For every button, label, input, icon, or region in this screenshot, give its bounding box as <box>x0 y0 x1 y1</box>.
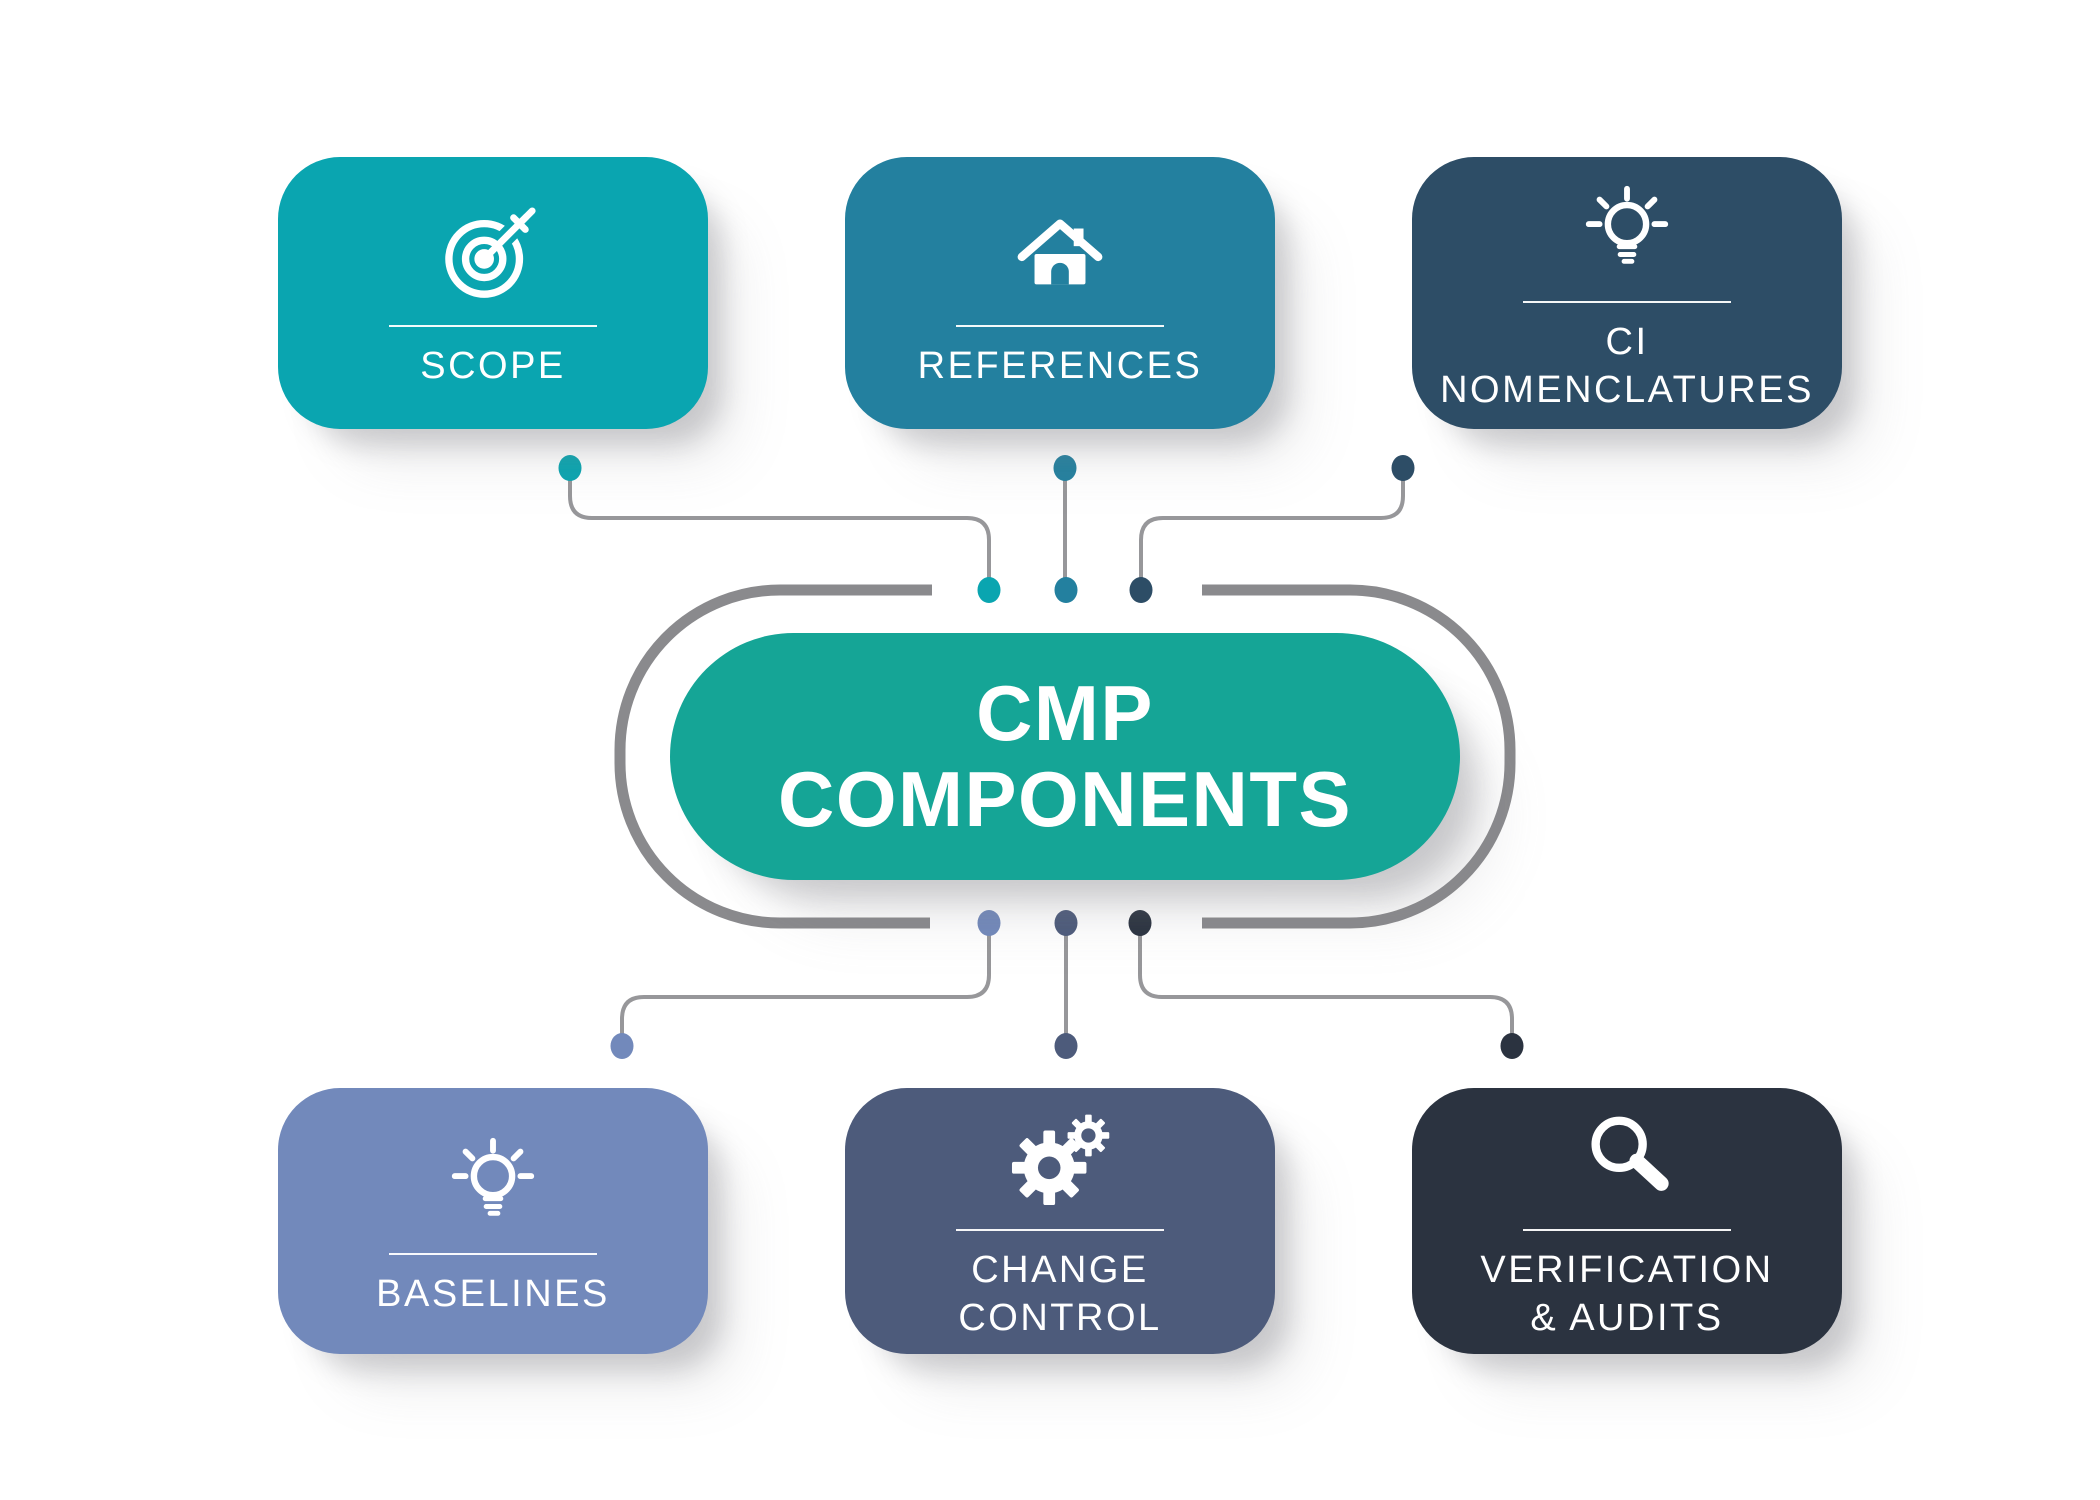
dot-ci-box <box>1391 455 1415 481</box>
dot-ring-top-ci <box>1129 577 1153 603</box>
connector-dots <box>558 455 1524 1059</box>
divider <box>389 1253 597 1256</box>
connector-line-baselines <box>620 933 991 1036</box>
dot-ring-bottom-verification <box>1128 910 1152 936</box>
references-icon-wrap <box>1006 195 1114 313</box>
node-label-line1: CHANGE <box>971 1249 1149 1292</box>
node-label-line1: VERIFICATION <box>1480 1249 1774 1292</box>
ci-icon-wrap <box>1573 171 1681 289</box>
node-label-baselines: BASELINES <box>376 1273 610 1316</box>
node-ci-nomenclatures: CI NOMENCLATURES <box>1412 157 1842 429</box>
node-label-line1: CI <box>1605 321 1649 364</box>
change-control-icon-wrap <box>1006 1099 1114 1217</box>
magnifying-glass-icon <box>1591 1116 1669 1191</box>
hub-ring <box>614 584 1516 929</box>
dot-ring-bottom-change <box>1054 910 1078 936</box>
baselines-icon-wrap <box>439 1123 547 1241</box>
node-verification-audits: VERIFICATION & AUDITS <box>1412 1088 1842 1354</box>
dot-verification-box <box>1500 1033 1524 1059</box>
node-label-verification-audits: VERIFICATION & AUDITS <box>1480 1247 1773 1343</box>
gears-icon <box>1011 1114 1110 1206</box>
dot-references-box <box>1053 455 1077 481</box>
divider <box>1523 301 1731 304</box>
node-label-line2: NOMENCLATURES <box>1440 369 1814 411</box>
connector-line-scope <box>568 478 991 580</box>
dot-ring-top-references <box>1054 577 1078 603</box>
node-label-line2: & AUDITS <box>1530 1297 1724 1339</box>
node-label-change-control: CHANGE CONTROL <box>958 1247 1161 1343</box>
connector-line-ci-nomenclatures <box>1139 478 1405 580</box>
divider <box>956 325 1164 328</box>
dot-ring-top-scope <box>977 577 1001 603</box>
dot-ring-bottom-baselines <box>977 910 1001 936</box>
verification-icon-wrap <box>1573 1099 1681 1217</box>
node-label-scope: SCOPE <box>420 345 566 388</box>
hub-ring-right <box>1202 584 1516 929</box>
divider <box>389 325 597 328</box>
node-label-references: REFERENCES <box>917 345 1203 388</box>
divider <box>1523 1229 1731 1232</box>
dot-change-box <box>1054 1033 1078 1059</box>
home-icon <box>1017 219 1103 285</box>
hub-title-line2: COMPONENTS <box>777 754 1353 843</box>
hub-ring-left <box>614 584 932 929</box>
connector-line-verification-audits <box>1138 933 1514 1036</box>
node-change-control: CHANGE CONTROL <box>845 1088 1275 1354</box>
node-scope: SCOPE <box>278 157 708 429</box>
dot-scope-box <box>558 455 582 481</box>
node-label-ci-nomenclatures: CI NOMENCLATURES <box>1440 319 1814 415</box>
scope-icon-wrap <box>439 195 547 313</box>
dot-baselines-box <box>610 1033 634 1059</box>
node-label-line2: CONTROL <box>958 1297 1162 1339</box>
node-baselines: BASELINES <box>278 1088 708 1354</box>
node-references: REFERENCES <box>845 157 1275 429</box>
lightbulb-icon <box>1585 186 1669 264</box>
hub-title-line1: CMP <box>976 668 1154 757</box>
hub-cmp-components: CMP COMPONENTS <box>670 633 1460 880</box>
lightbulb-icon <box>451 1137 535 1216</box>
connector-lines <box>568 478 1514 1036</box>
divider <box>956 1229 1164 1232</box>
target-icon <box>445 205 539 298</box>
